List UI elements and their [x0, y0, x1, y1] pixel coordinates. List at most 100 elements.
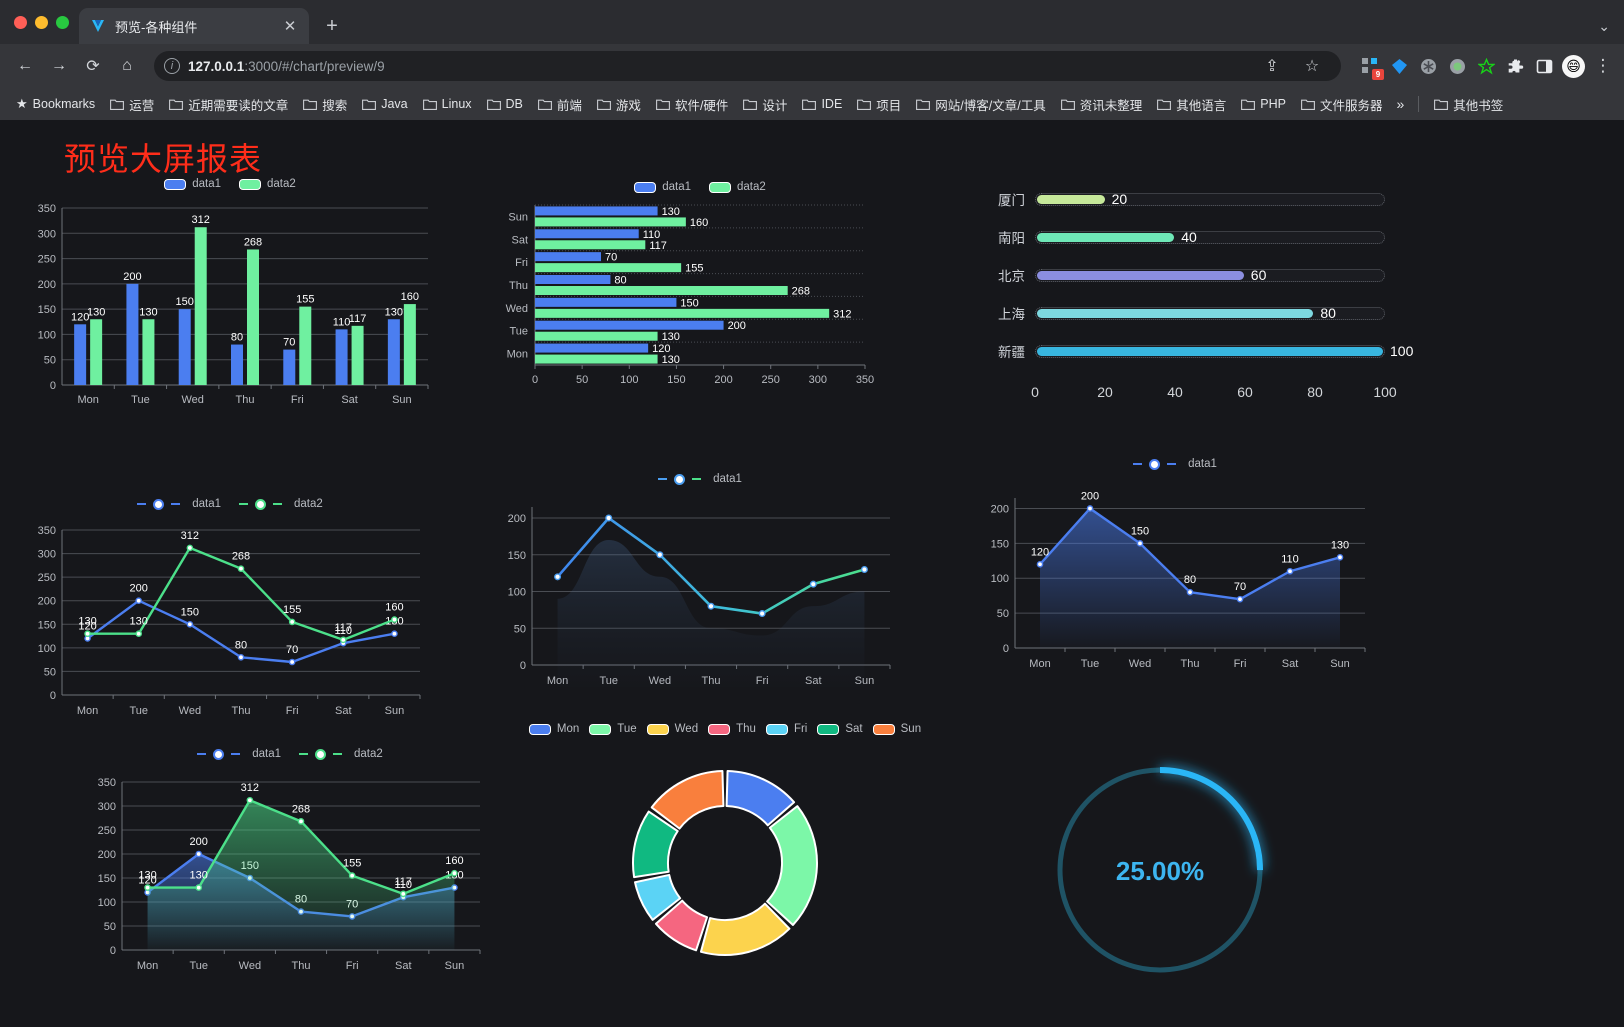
svg-text:250: 250	[38, 572, 56, 584]
legend-item-wed[interactable]: Wed	[646, 723, 698, 735]
close-tab-button[interactable]: ✕	[283, 18, 297, 35]
legend-item-data1[interactable]: data1	[197, 748, 281, 760]
sidepanel-icon[interactable]	[1533, 55, 1555, 77]
bookmark-folder-6[interactable]: 前端	[532, 92, 588, 117]
avatar[interactable]: 😄	[1562, 54, 1585, 78]
legend-item-sat[interactable]: Sat	[817, 723, 863, 735]
svg-text:Fri: Fri	[286, 705, 299, 717]
bookmark-star-icon[interactable]: ☆	[1304, 58, 1320, 75]
new-tab-button[interactable]: +	[326, 14, 338, 37]
folder-icon	[362, 98, 377, 110]
bookmark-folder-9[interactable]: 设计	[737, 92, 793, 117]
legend-item-data1[interactable]: data1	[634, 181, 691, 193]
legend-item-thu[interactable]: Thu	[708, 723, 756, 735]
bookmark-label: 其他语言	[1176, 98, 1227, 113]
close-window-button[interactable]	[14, 15, 27, 29]
svg-text:Wed: Wed	[239, 960, 261, 972]
legend-item-data2[interactable]: data2	[239, 498, 323, 510]
share-icon[interactable]: ⇪	[1265, 58, 1279, 75]
bookmark-folder-2[interactable]: 搜索	[297, 92, 353, 117]
diamond-icon[interactable]	[1388, 55, 1410, 77]
site-info-icon[interactable]: i	[164, 58, 180, 74]
legend-item-data2[interactable]: data2	[709, 181, 766, 193]
bookmark-label: 资讯未整理	[1079, 98, 1143, 113]
progress-fill	[1037, 270, 1244, 280]
svg-text:Wed: Wed	[179, 705, 201, 717]
legend-item-tue[interactable]: Tue	[589, 723, 637, 735]
legend-item-data1[interactable]: data1	[1133, 458, 1217, 470]
green-circle-icon[interactable]	[1446, 55, 1468, 77]
svg-text:Sat: Sat	[335, 705, 352, 717]
chevron-down-icon[interactable]: ⌄	[1598, 18, 1610, 34]
legend-dot-icon	[213, 748, 225, 760]
legend-item-sun[interactable]: Sun	[872, 723, 921, 735]
progress-row: 新疆 100	[985, 332, 1413, 370]
line-two-series-plot: 0 50 100 150 200 250 300 350 Mon Tue Wed Thu Fri Sat S…	[38, 525, 421, 717]
bookmarks-root[interactable]: ★ Bookmarks	[10, 93, 101, 115]
legend-label: Sat	[845, 723, 863, 735]
bookmark-folder-14[interactable]: 其他语言	[1151, 92, 1232, 117]
bookmarks-label: Bookmarks	[32, 97, 96, 111]
back-button[interactable]: ←	[17, 57, 33, 74]
legend-item-data1[interactable]: data1	[658, 473, 742, 485]
bookmark-folder-0[interactable]: 运营	[104, 92, 160, 117]
legend-label: data1	[662, 181, 691, 193]
bookmark-folder-3[interactable]: Java	[356, 94, 413, 114]
legend-line-icon	[273, 502, 282, 506]
bookmark-folder-10[interactable]: IDE	[796, 94, 848, 114]
browser-tab[interactable]: 预览-各种组件 ✕	[79, 8, 309, 44]
bookmark-folder-1[interactable]: 近期需要读的文章	[163, 92, 294, 117]
svg-text:110: 110	[335, 625, 353, 637]
gear-circle-icon[interactable]	[1417, 55, 1439, 77]
bookmark-folder-8[interactable]: 软件/硬件	[650, 92, 734, 117]
svg-text:130: 130	[138, 870, 156, 882]
puzzle-icon[interactable]	[1504, 55, 1526, 77]
bookmark-folder-5[interactable]: DB	[481, 94, 529, 114]
svg-text:200: 200	[728, 320, 746, 332]
bookmarks-overflow-button[interactable]: »	[1396, 96, 1405, 112]
bookmark-folder-16[interactable]: 文件服务器	[1295, 92, 1389, 117]
legend-swatch-icon	[646, 723, 669, 735]
bookmark-label: 软件/硬件	[674, 98, 729, 113]
svg-text:0: 0	[50, 690, 56, 702]
legend-item-data2[interactable]: data2	[239, 178, 296, 190]
minimize-window-button[interactable]	[35, 15, 48, 29]
bookmark-folder-7[interactable]: 游戏	[591, 92, 647, 117]
address-bar[interactable]: i 127.0.0.1:3000/#/chart/preview/9 ⇪ ☆	[154, 51, 1341, 81]
maximize-window-button[interactable]	[56, 15, 69, 29]
svg-text:268: 268	[792, 286, 810, 298]
svg-text:150: 150	[38, 304, 56, 316]
extensions-grid-icon[interactable]: 9	[1359, 55, 1384, 80]
axis-tick-label: 0	[1031, 384, 1039, 400]
legend-item-data1[interactable]: data1	[164, 178, 221, 190]
legend-area-single: data1	[965, 458, 1385, 470]
legend-item-data2[interactable]: data2	[299, 748, 383, 760]
svg-text:110: 110	[1281, 553, 1299, 565]
svg-text:160: 160	[690, 217, 708, 229]
bookmark-folder-11[interactable]: 项目	[851, 92, 907, 117]
browser-menu-button[interactable]: ⋮	[1594, 56, 1612, 75]
svg-text:350: 350	[38, 525, 56, 537]
progress-track: 100	[1035, 343, 1413, 359]
reload-button[interactable]: ⟳	[86, 58, 100, 75]
legend-item-data1[interactable]: data1	[137, 498, 221, 510]
bookmark-folder-12[interactable]: 网站/博客/文章/工具	[910, 92, 1051, 117]
svg-text:70: 70	[605, 252, 617, 264]
svg-text:250: 250	[762, 374, 780, 386]
svg-text:Sat: Sat	[395, 960, 412, 972]
bookmark-label: IDE	[821, 97, 843, 111]
bookmark-folder-15[interactable]: PHP	[1235, 94, 1292, 114]
other-bookmarks-folder[interactable]: 其他书签	[1428, 92, 1509, 117]
star-outline-green-icon[interactable]	[1475, 55, 1497, 77]
legend-item-mon[interactable]: Mon	[528, 723, 579, 735]
bookmark-folder-13[interactable]: 资讯未整理	[1055, 92, 1149, 117]
legend-item-fri[interactable]: Fri	[765, 723, 807, 735]
legend-vertical-bar: data1 data2	[20, 178, 440, 190]
other-bookmarks-label: 其他书签	[1453, 98, 1504, 113]
home-button[interactable]: ⌂	[122, 57, 132, 74]
star-icon: ★	[16, 96, 28, 111]
progress-value: 40	[1181, 229, 1197, 245]
forward-button[interactable]: →	[51, 57, 67, 74]
bookmark-folder-4[interactable]: Linux	[417, 94, 478, 114]
